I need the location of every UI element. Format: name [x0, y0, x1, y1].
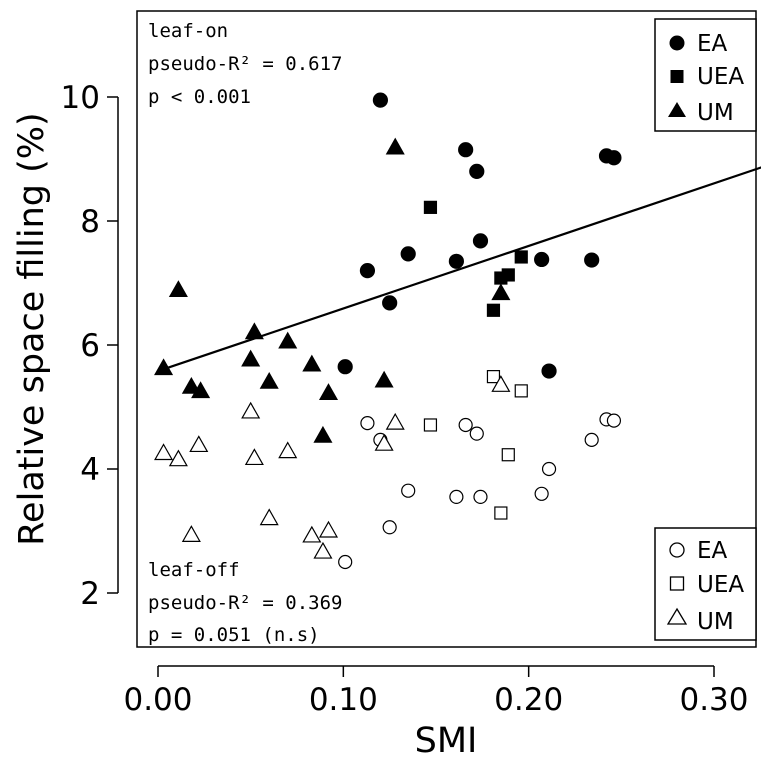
legend-bottom-label-um: UM: [697, 609, 734, 635]
leaf-off-um-point: [181, 525, 201, 542]
leaf-on-ea-point: [359, 263, 376, 279]
y-tick-label: 6: [80, 328, 100, 364]
legend-top-square-marker: [670, 70, 684, 83]
leaf-on-ea-point: [606, 150, 622, 166]
leaf-off-ea-point: [401, 483, 416, 498]
leaf-on-ea-point: [469, 163, 485, 179]
leaf-on-um-point: [241, 349, 261, 367]
leaf-on-ea-point: [541, 363, 557, 379]
leaf-off-ea-point: [360, 416, 375, 431]
leaf-off-label: leaf-off: [148, 559, 240, 581]
leaf-off-um-point: [278, 441, 298, 459]
leaf-on-ea-point: [448, 253, 464, 269]
leaf-off-um-point: [302, 525, 322, 543]
leaf-on-ea-point: [372, 92, 388, 108]
leaf-on-um-point: [385, 137, 405, 155]
legend-top-label-ea: EA: [697, 31, 728, 57]
leaf-on-r2: pseudo-R² = 0.617: [148, 53, 342, 75]
leaf-on-ea-point: [534, 251, 550, 268]
leaf-on-ea-point: [458, 142, 474, 158]
leaf-on-uea-point: [514, 250, 528, 264]
leaf-off-p: p = 0.051 (n.s): [148, 624, 320, 646]
x-tick-label: 0.10: [309, 682, 378, 718]
leaf-off-um-point: [168, 449, 188, 467]
points-layer: [154, 92, 622, 570]
legend-bottom-label-ea: EA: [697, 538, 728, 564]
leaf-off-uea-point: [423, 418, 438, 432]
leaf-off-ea-point: [534, 486, 549, 501]
x-tick-label: 0.20: [494, 682, 563, 718]
leaf-off-um-point: [244, 448, 264, 466]
leaf-off-uea-point: [486, 370, 501, 384]
leaf-off-um-point: [491, 375, 511, 392]
plot-frame: [136, 10, 757, 648]
leaf-on-um-point: [259, 371, 279, 389]
leaf-off-ea-point: [469, 426, 484, 441]
y-tick-label: 10: [61, 80, 100, 116]
leaf-off-um-point: [259, 508, 279, 526]
leaf-on-ea-point: [584, 252, 600, 268]
y-tick-label: 4: [80, 452, 100, 488]
legend-bottom-triangle-marker: [666, 607, 688, 625]
leaf-off-r2: pseudo-R² = 0.369: [148, 592, 342, 614]
leaf-on-um-point: [302, 354, 322, 372]
leaf-on-uea-point: [501, 268, 515, 282]
legend-top-triangle-marker: [668, 102, 686, 117]
leaf-on-um-point: [491, 283, 511, 301]
leaf-off-uea-point: [501, 448, 515, 462]
leaf-off-ea-point: [584, 432, 599, 447]
leaf-on-um-point: [154, 358, 174, 376]
x-tick-label: 0.30: [679, 682, 748, 718]
leaf-on-um-point: [374, 370, 394, 388]
y-tick-label: 2: [80, 576, 100, 612]
leaf-on-um-point: [191, 381, 211, 399]
leaf-off-ea-point: [449, 489, 464, 504]
leaf-on-uea-point: [486, 303, 501, 317]
legend-top: EA UEA UM: [654, 18, 757, 132]
y-axis-title: Relative space filling (%): [12, 112, 52, 545]
leaf-on-uea-point: [423, 200, 438, 214]
legend-bottom-label-uea: UEA: [697, 572, 744, 598]
leaf-off-ea-point: [541, 461, 557, 477]
leaf-off-um-point: [313, 541, 333, 559]
leaf-off-ea-point: [338, 554, 353, 570]
leaf-on-um-point: [318, 383, 339, 400]
leaf-off-ea-point: [382, 520, 397, 535]
leaf-off-ea-point: [606, 413, 622, 428]
y-tick-label: 8: [80, 204, 100, 240]
leaf-on-label: leaf-on: [148, 20, 228, 42]
x-tick-label: 0.00: [123, 682, 192, 718]
leaf-on-um-point: [313, 425, 333, 443]
leaf-on-p: p < 0.001: [148, 86, 251, 108]
leaf-on-um-point: [168, 280, 188, 298]
legend-top-label-uea: UEA: [697, 64, 744, 90]
legend-bottom: EA UEA UM: [654, 527, 757, 641]
leaf-off-ea-point: [473, 489, 488, 504]
leaf-on-um-point: [278, 331, 298, 349]
leaf-off-uea-point: [494, 506, 508, 520]
leaf-on-ea-point: [472, 233, 489, 249]
axes-layer: 0.00 0.10 0.20 0.30 2 4 6 8 10: [61, 80, 749, 718]
x-axis-title: SMI: [415, 721, 478, 758]
legend-bottom-square-marker: [669, 576, 685, 591]
leaf-off-uea-point: [514, 384, 528, 398]
leaf-off-um-point: [241, 401, 261, 419]
leaf-on-ea-point: [337, 359, 353, 375]
leaf-off-um-point: [385, 412, 405, 430]
legend-top-circle-marker: [669, 35, 685, 51]
leaf-off-um-point: [154, 443, 174, 461]
leaf-off-um-point: [189, 435, 209, 453]
leaf-on-um-point: [244, 322, 264, 340]
leaf-off-ea-point: [458, 417, 473, 433]
legend-top-label-um: UM: [697, 100, 734, 126]
legend-bottom-circle-marker: [669, 542, 685, 558]
leaf-off-um-point: [318, 520, 339, 538]
leaf-on-ea-point: [382, 295, 398, 311]
leaf-off-um-point: [374, 433, 394, 451]
leaf-on-ea-point: [400, 246, 416, 262]
leaf-on-um-point: [181, 376, 201, 394]
